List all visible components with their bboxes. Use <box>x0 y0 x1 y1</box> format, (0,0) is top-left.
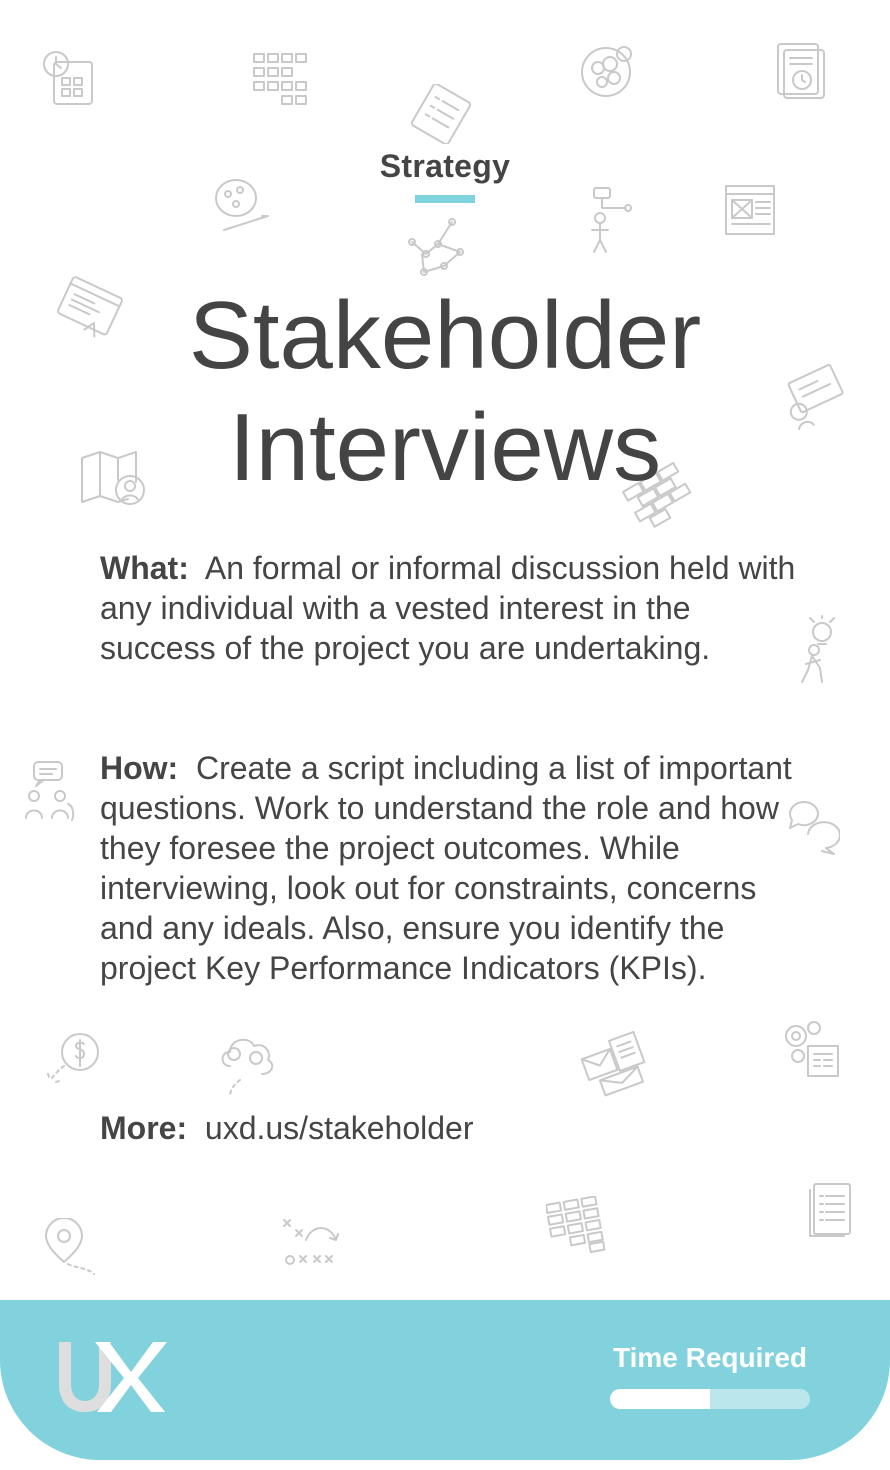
bricks-icon <box>622 461 692 528</box>
more-link[interactable]: uxd.us/stakeholder <box>204 1110 474 1146</box>
title-line-2: Interviews <box>228 394 662 501</box>
idea-cloud-icon <box>221 1038 274 1097</box>
location-icon <box>45 1218 95 1275</box>
map-search-icon <box>81 451 145 505</box>
flowchart-person-icon <box>591 187 632 253</box>
calendar-icon <box>43 51 93 105</box>
gears-icon <box>785 1021 839 1077</box>
checklist-icon <box>410 84 472 144</box>
how-label: How: <box>100 750 179 786</box>
category-underline <box>415 195 475 203</box>
storyboard-icon <box>787 364 844 430</box>
persona-chat-icon <box>25 761 75 821</box>
more-section: More: uxd.us/stakeholder <box>100 1108 800 1148</box>
list-document-icon <box>809 1183 851 1237</box>
more-label: More: <box>100 1110 188 1146</box>
title-line-1: Stakeholder <box>188 282 702 389</box>
chat-bubbles-icon <box>789 801 840 855</box>
how-text: Create a script including a list of impo… <box>100 750 792 986</box>
idea-person-icon <box>801 615 835 683</box>
category-label: Strategy <box>379 148 511 184</box>
time-required-fill <box>610 1389 710 1409</box>
time-required-bar <box>610 1389 810 1409</box>
game-plan-icon <box>283 1219 339 1265</box>
what-label: What: <box>100 550 189 586</box>
document-history-icon <box>777 43 825 99</box>
how-section: How: Create a script including a list of… <box>100 748 800 988</box>
money-icon <box>47 1033 99 1083</box>
wireframe-icon <box>725 185 775 235</box>
time-required-label: Time Required <box>613 1342 807 1373</box>
brain-icon <box>581 46 632 97</box>
email-icon <box>580 1030 646 1097</box>
ux-logo <box>59 1342 167 1412</box>
ideas-icon <box>215 179 269 231</box>
card-title: Stakeholder Interviews <box>0 280 890 504</box>
browser-icon <box>57 276 123 338</box>
what-text: An formal or informal discussion held wi… <box>100 550 796 666</box>
card-footer: Time Required <box>0 1300 890 1460</box>
blocks-icon <box>546 1196 606 1254</box>
what-section: What: An formal or informal discussion h… <box>100 548 800 668</box>
network-icon <box>408 218 464 276</box>
background-icons <box>25 43 851 1275</box>
grid-icon <box>253 53 307 105</box>
